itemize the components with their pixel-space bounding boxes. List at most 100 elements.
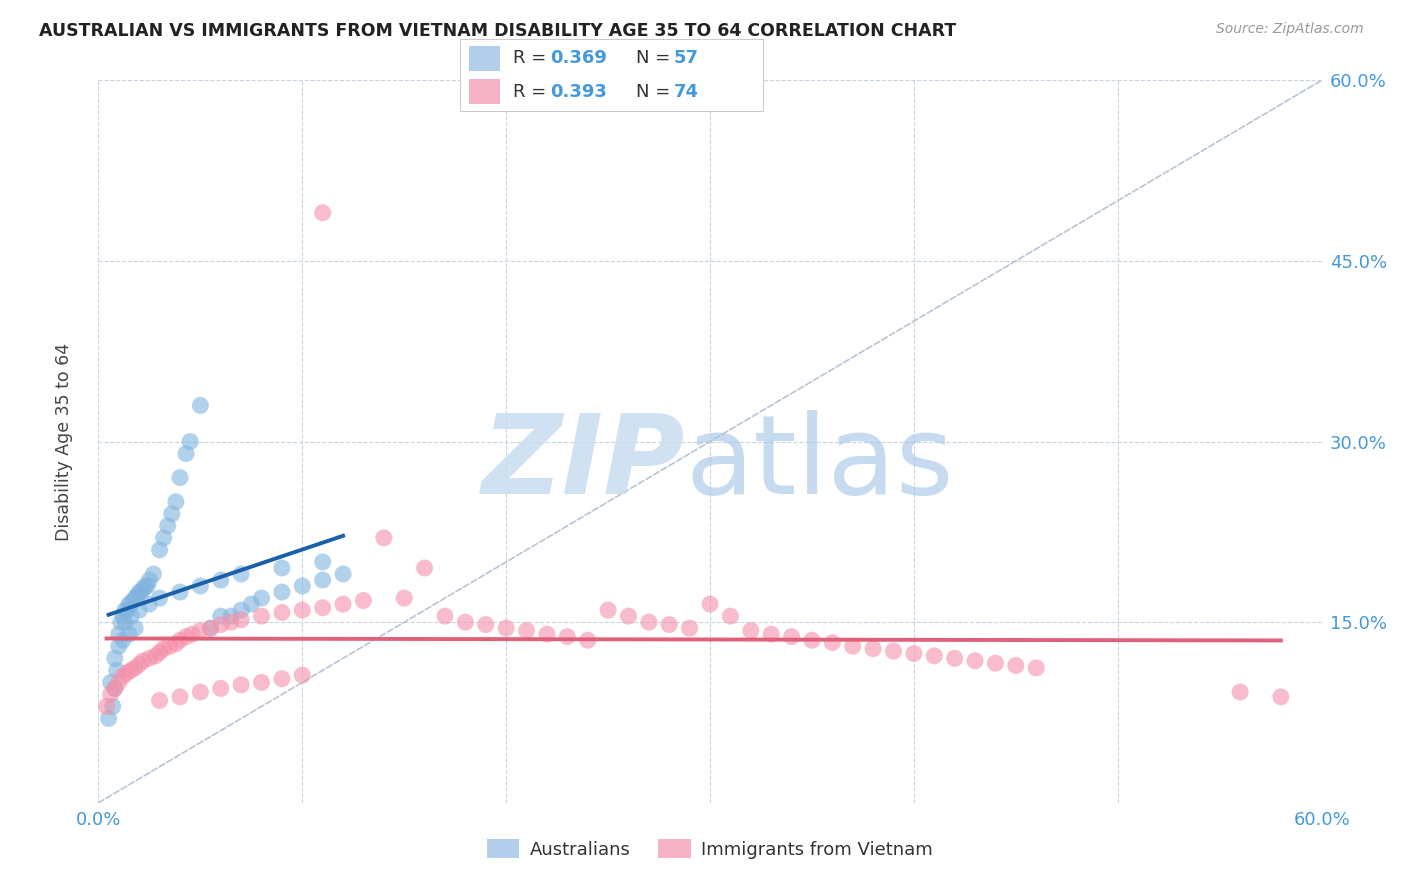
Point bbox=[149, 542, 172, 557]
Point bbox=[124, 591, 146, 605]
Point bbox=[120, 664, 142, 678]
Point bbox=[100, 675, 122, 690]
Point bbox=[413, 561, 436, 575]
Point bbox=[142, 567, 165, 582]
Legend: Australians, Immigrants from Vietnam: Australians, Immigrants from Vietnam bbox=[479, 832, 941, 866]
Point bbox=[454, 615, 477, 630]
Text: AUSTRALIAN VS IMMIGRANTS FROM VIETNAM DISABILITY AGE 35 TO 64 CORRELATION CHART: AUSTRALIAN VS IMMIGRANTS FROM VIETNAM DI… bbox=[39, 22, 956, 40]
Point bbox=[160, 507, 183, 521]
Point bbox=[115, 665, 138, 680]
Point bbox=[219, 615, 242, 630]
Point bbox=[200, 621, 222, 635]
Point bbox=[1004, 658, 1026, 673]
Point bbox=[108, 675, 131, 690]
Point bbox=[134, 579, 156, 593]
FancyBboxPatch shape bbox=[460, 39, 763, 111]
Point bbox=[598, 603, 620, 617]
Point bbox=[821, 635, 844, 649]
Point bbox=[291, 603, 314, 617]
Point bbox=[555, 630, 579, 644]
Point bbox=[352, 593, 374, 607]
Point bbox=[128, 585, 150, 599]
Text: ZIP: ZIP bbox=[482, 409, 686, 516]
Bar bbox=[470, 45, 501, 70]
Point bbox=[219, 609, 242, 624]
Point bbox=[1025, 661, 1047, 675]
Point bbox=[841, 639, 863, 653]
Point bbox=[250, 609, 273, 624]
Point bbox=[169, 585, 191, 599]
Point bbox=[576, 633, 599, 648]
Text: 74: 74 bbox=[673, 83, 699, 101]
Point bbox=[138, 651, 160, 665]
Point bbox=[127, 589, 149, 603]
Point bbox=[637, 615, 661, 630]
Point bbox=[231, 567, 253, 582]
Point bbox=[149, 693, 172, 707]
Point bbox=[209, 617, 232, 632]
Point bbox=[200, 621, 222, 635]
Point bbox=[270, 606, 294, 620]
Point bbox=[312, 555, 335, 569]
Point bbox=[118, 597, 141, 611]
Point bbox=[801, 633, 824, 648]
Text: 0.393: 0.393 bbox=[550, 83, 606, 101]
Point bbox=[169, 470, 191, 484]
Point bbox=[159, 639, 181, 653]
Point bbox=[740, 624, 762, 638]
Point bbox=[120, 609, 142, 624]
Point bbox=[114, 615, 136, 630]
Point bbox=[209, 573, 232, 587]
Text: 0.369: 0.369 bbox=[550, 49, 606, 67]
Point bbox=[181, 627, 204, 641]
Point bbox=[120, 597, 142, 611]
Point bbox=[152, 641, 174, 656]
Point bbox=[138, 573, 160, 587]
Text: N =: N = bbox=[637, 49, 676, 67]
Point bbox=[434, 609, 457, 624]
Point bbox=[984, 656, 1007, 670]
Point bbox=[209, 681, 232, 696]
Point bbox=[679, 621, 702, 635]
Text: R =: R = bbox=[513, 83, 551, 101]
Point bbox=[174, 630, 197, 644]
Point bbox=[128, 603, 150, 617]
Point bbox=[188, 579, 212, 593]
Point bbox=[129, 585, 152, 599]
Point bbox=[132, 582, 155, 596]
Point bbox=[108, 639, 131, 653]
Point bbox=[250, 675, 273, 690]
Point bbox=[169, 690, 191, 704]
Point bbox=[231, 613, 253, 627]
Point bbox=[922, 648, 945, 663]
Point bbox=[105, 664, 128, 678]
Point bbox=[122, 593, 145, 607]
Text: R =: R = bbox=[513, 49, 551, 67]
Point bbox=[658, 617, 681, 632]
Point bbox=[118, 627, 141, 641]
Point bbox=[903, 647, 925, 661]
Text: N =: N = bbox=[637, 83, 676, 101]
Point bbox=[165, 637, 187, 651]
Point bbox=[188, 624, 212, 638]
Point bbox=[149, 645, 172, 659]
Point bbox=[291, 668, 314, 682]
Point bbox=[124, 621, 146, 635]
Point bbox=[108, 627, 131, 641]
Point bbox=[780, 630, 803, 644]
Point bbox=[291, 579, 314, 593]
Point bbox=[188, 685, 212, 699]
Point bbox=[165, 494, 187, 508]
Point bbox=[332, 597, 354, 611]
Point bbox=[392, 591, 416, 605]
Point bbox=[536, 627, 558, 641]
Point bbox=[174, 446, 197, 460]
Point bbox=[943, 651, 966, 665]
Point bbox=[240, 597, 263, 611]
Y-axis label: Disability Age 35 to 64: Disability Age 35 to 64 bbox=[55, 343, 73, 541]
Point bbox=[115, 603, 138, 617]
Point bbox=[965, 654, 987, 668]
Text: 57: 57 bbox=[673, 49, 699, 67]
Point bbox=[312, 573, 335, 587]
Point bbox=[111, 669, 134, 683]
